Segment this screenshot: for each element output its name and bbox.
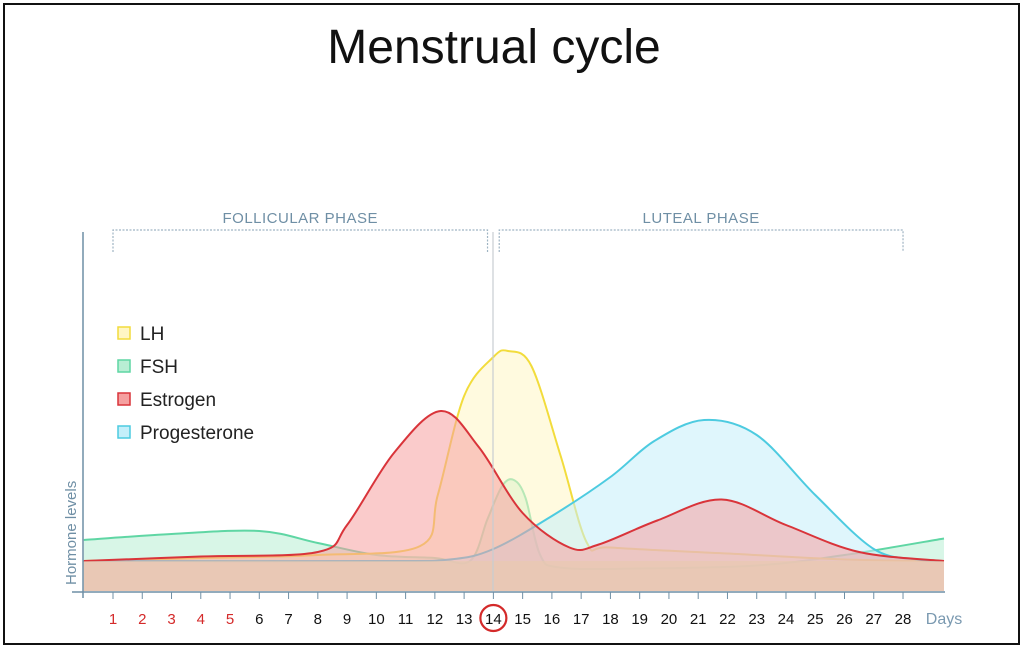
x-tick-label: 27 xyxy=(865,611,882,628)
baseline-band xyxy=(83,561,944,591)
x-tick-label: 2 xyxy=(138,611,146,628)
ovulation-day-marker xyxy=(479,603,508,633)
x-tick-label: 21 xyxy=(690,611,707,628)
legend-swatch xyxy=(117,359,131,373)
legend-swatch xyxy=(117,392,131,406)
x-tick-label: 1 xyxy=(109,611,117,628)
chart-title: Menstrual cycle xyxy=(327,21,660,74)
lh-area xyxy=(83,350,944,591)
x-tick-label: 26 xyxy=(836,611,853,628)
legend-label: Progesterone xyxy=(140,423,254,444)
x-tick-label: 15 xyxy=(514,611,531,628)
x-tick-label: 25 xyxy=(807,611,824,628)
x-tick-label: 17 xyxy=(573,611,590,628)
x-tick-label: 16 xyxy=(544,611,561,628)
x-tick-label: 14 xyxy=(485,611,502,628)
legend-label: LH xyxy=(140,324,164,345)
x-tick-label: 5 xyxy=(226,611,234,628)
x-tick-label: 22 xyxy=(719,611,736,628)
x-tick-label: 20 xyxy=(661,611,678,628)
image-frame xyxy=(3,3,1020,645)
x-tick-label: 7 xyxy=(284,611,292,628)
x-tick-label: 3 xyxy=(167,611,175,628)
y-axis-label: Hormone levels xyxy=(63,481,80,585)
x-tick-label: 23 xyxy=(748,611,765,628)
phase-label: FOLLICULAR PHASE xyxy=(222,210,378,227)
estrogen-area xyxy=(83,410,944,591)
x-tick-label: 28 xyxy=(895,611,912,628)
phase-bracket xyxy=(498,229,904,252)
phase-label: LUTEAL PHASE xyxy=(643,210,760,227)
x-axis-label: Days xyxy=(926,611,962,628)
legend-swatch xyxy=(117,425,131,439)
x-tick-label: 11 xyxy=(398,611,414,628)
legend-label: Estrogen xyxy=(140,390,216,411)
x-tick-label: 8 xyxy=(314,611,322,628)
x-tick-label: 19 xyxy=(631,611,648,628)
x-tick-label: 6 xyxy=(255,611,263,628)
estrogen-line xyxy=(83,409,945,562)
x-tick-label: 10 xyxy=(368,611,385,628)
x-tick-label: 12 xyxy=(427,611,444,628)
x-tick-label: 4 xyxy=(197,611,205,628)
legend-swatch xyxy=(117,326,131,340)
x-tick-label: 24 xyxy=(778,611,795,628)
x-tick-label: 13 xyxy=(456,611,473,628)
legend-label: FSH xyxy=(140,357,178,378)
x-tick-label: 9 xyxy=(343,611,351,628)
x-tick-label: 18 xyxy=(602,611,619,628)
phase-bracket xyxy=(112,229,489,252)
